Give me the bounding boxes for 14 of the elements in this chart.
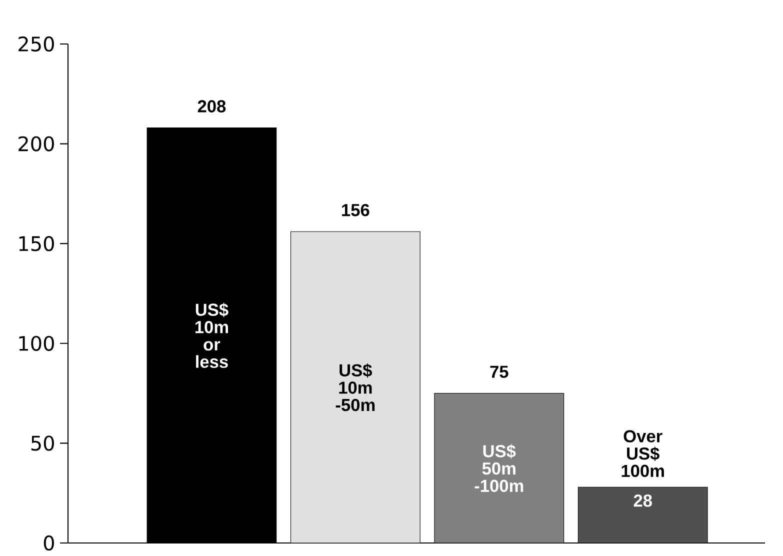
y-tick-label: 250 <box>18 36 54 52</box>
y-tick-label: 0 <box>44 535 54 551</box>
x-tick-label: US$ 50m -100m <box>474 444 524 492</box>
x-tick-label: US$ 10m -50m <box>336 363 375 412</box>
data-label: 208 <box>198 100 226 112</box>
y-tick-label: 150 <box>19 236 54 252</box>
data-label: 75 <box>490 366 508 378</box>
y-tick-label: 50 <box>31 436 54 451</box>
y-tick-label: 200 <box>18 136 54 152</box>
y-tick-label: 100 <box>19 336 54 351</box>
x-tick-label: US$ 10m or less <box>195 302 228 368</box>
data-label: 156 <box>342 204 370 216</box>
data-label: 28 <box>634 494 652 507</box>
x-tick-label: Over US$ 100m <box>622 430 664 478</box>
